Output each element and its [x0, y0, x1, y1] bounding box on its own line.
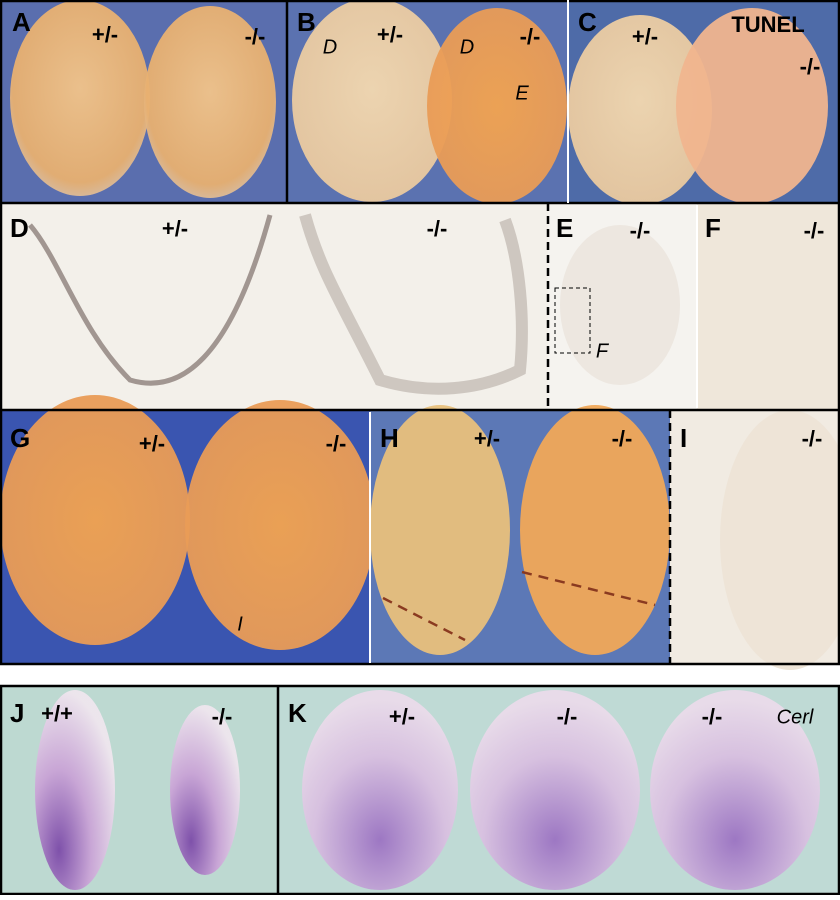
specimen	[560, 225, 680, 385]
specimen	[720, 410, 840, 670]
panel-label: +/-	[389, 704, 415, 729]
panel-letter: H	[380, 423, 399, 453]
panel-label: D	[323, 36, 337, 58]
panel-letter: C	[578, 7, 597, 37]
panel-label: D	[460, 36, 474, 58]
specimen	[676, 8, 828, 204]
specimen	[650, 690, 820, 890]
panel-letter: G	[10, 423, 30, 453]
specimen	[292, 0, 452, 202]
panel-label: -/-	[520, 24, 541, 49]
specimen	[568, 15, 712, 205]
specimen	[170, 705, 240, 875]
specimen	[302, 690, 458, 890]
specimen	[10, 0, 150, 196]
panel-label: -/-	[804, 218, 825, 243]
specimen	[427, 8, 567, 204]
panel-label: +/-	[162, 216, 188, 241]
specimen	[144, 6, 276, 198]
panel-letter: A	[12, 7, 31, 37]
panel-label: +/-	[474, 426, 500, 451]
panel-letter: J	[10, 698, 24, 728]
panel-label: +/+	[41, 701, 73, 726]
panel-label: +/-	[139, 431, 165, 456]
panel-label: -/-	[802, 426, 823, 451]
panel-label: F	[596, 340, 610, 362]
panel-letter: E	[556, 213, 573, 243]
panel-label: -/-	[557, 704, 578, 729]
panel-background	[0, 203, 548, 410]
specimen	[185, 400, 375, 650]
panel-label: -/-	[427, 216, 448, 241]
panel-letter: B	[297, 7, 316, 37]
inset-box	[554, 287, 591, 354]
dashed-line	[382, 596, 466, 642]
panel-letter: F	[705, 213, 721, 243]
tissue-outline	[28, 214, 273, 386]
panel-label: TUNEL	[731, 12, 804, 37]
panel-letter: I	[680, 423, 687, 453]
panel-label: I	[237, 613, 243, 635]
panel-label: -/-	[702, 704, 723, 729]
panel-label: -/-	[212, 704, 233, 729]
panel-label: +/-	[92, 22, 118, 47]
panel-letter: K	[288, 698, 307, 728]
panel-label: +/-	[377, 22, 403, 47]
specimen	[470, 690, 640, 890]
panel-label: -/-	[245, 24, 266, 49]
specimen	[520, 405, 670, 655]
panel-label: E	[515, 82, 529, 104]
panel-label: -/-	[800, 54, 821, 79]
panel-label: -/-	[630, 218, 651, 243]
dashed-line	[521, 570, 656, 607]
panel-label: +/-	[632, 24, 658, 49]
panel-label: Cerl	[777, 706, 814, 728]
panel-background	[697, 203, 840, 410]
specimen	[370, 405, 510, 655]
tissue-outline	[299, 213, 528, 395]
panel-label: -/-	[612, 426, 633, 451]
panel-letter: D	[10, 213, 29, 243]
specimen	[0, 395, 190, 645]
specimen	[35, 690, 115, 890]
labels: A +/- -/- B +/- -/- D D E C +/- TUNEL -/- D +/- -/- E -/-…	[10, 7, 824, 729]
panel-label: -/-	[326, 431, 347, 456]
